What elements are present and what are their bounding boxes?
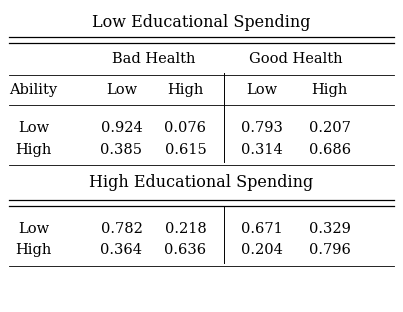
Text: 0.671: 0.671 [241,222,283,236]
Text: High: High [15,143,52,157]
Text: 0.329: 0.329 [309,222,351,236]
Text: 0.615: 0.615 [164,143,206,157]
Text: 0.207: 0.207 [309,121,351,135]
Text: 0.204: 0.204 [241,243,283,257]
Text: Ability: Ability [9,82,58,96]
Text: Low: Low [18,222,49,236]
Text: Low: Low [246,82,277,96]
Text: Low: Low [106,82,137,96]
Text: 0.782: 0.782 [100,222,142,236]
Text: 0.793: 0.793 [241,121,283,135]
Text: 0.076: 0.076 [164,121,206,135]
Text: 0.314: 0.314 [241,143,283,157]
Text: Low: Low [18,121,49,135]
Text: 0.686: 0.686 [309,143,351,157]
Text: 0.636: 0.636 [164,243,207,257]
Text: Low Educational Spending: Low Educational Spending [92,14,311,31]
Text: 0.924: 0.924 [101,121,142,135]
Text: 0.364: 0.364 [100,243,142,257]
Text: 0.385: 0.385 [100,143,142,157]
Text: Bad Health: Bad Health [112,51,195,66]
Text: High Educational Spending: High Educational Spending [89,174,314,191]
Text: 0.796: 0.796 [309,243,351,257]
Text: High: High [312,82,348,96]
Text: High: High [167,82,204,96]
Text: Good Health: Good Health [249,51,343,66]
Text: High: High [15,243,52,257]
Text: 0.218: 0.218 [164,222,206,236]
